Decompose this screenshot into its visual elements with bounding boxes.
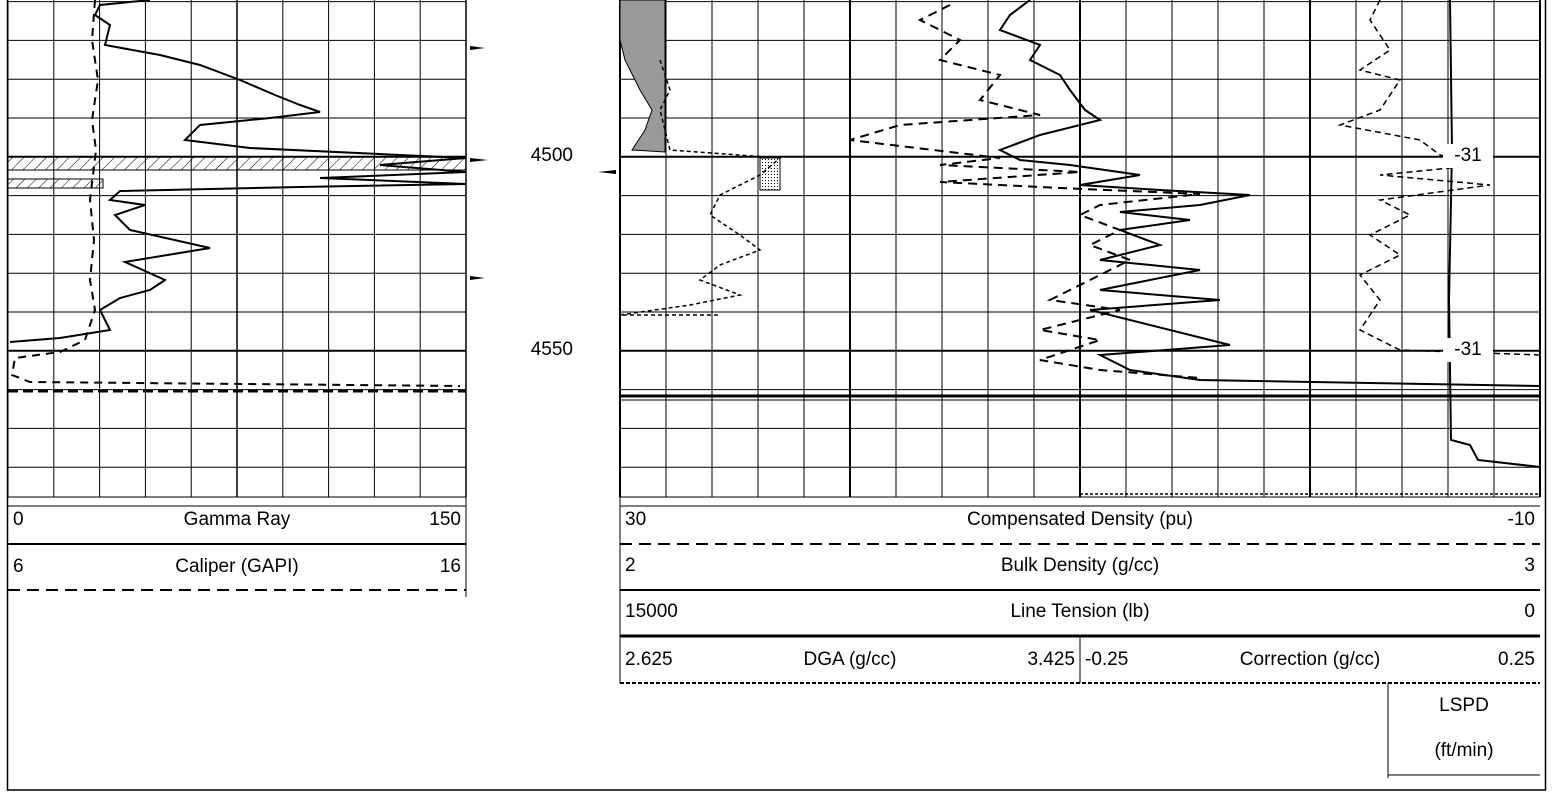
bulk-density-curve bbox=[997, 0, 1541, 387]
curve-name: Line Tension (lb) bbox=[1010, 601, 1149, 622]
speed-name: LSPD bbox=[1439, 695, 1489, 716]
curve-name: DGA (g/cc) bbox=[804, 649, 897, 670]
curve-name: Caliper (GAPI) bbox=[175, 556, 299, 577]
curve-name: Gamma Ray bbox=[184, 509, 291, 530]
depth-annotation: -31 bbox=[1454, 339, 1481, 360]
hatch-fill bbox=[7, 156, 467, 171]
scale-max: 150 bbox=[429, 509, 461, 530]
correction-curve bbox=[1337, 0, 1541, 356]
depth-label: 4550 bbox=[531, 339, 573, 360]
scale-max: 0 bbox=[1524, 601, 1535, 622]
scale-max: -10 bbox=[1508, 509, 1535, 530]
dga-curve bbox=[619, 59, 782, 316]
curve-name: Compensated Density (pu) bbox=[967, 509, 1193, 530]
speed-unit: (ft/min) bbox=[1434, 740, 1493, 761]
scale-min: 0 bbox=[13, 509, 24, 530]
label-bg bbox=[1443, 144, 1493, 168]
gamma-ray-curve bbox=[9, 0, 467, 343]
scale-min: 30 bbox=[625, 509, 646, 530]
depth-label: 4500 bbox=[531, 145, 573, 166]
curve-name: Correction (g/cc) bbox=[1240, 649, 1380, 670]
scale-max: 16 bbox=[440, 556, 461, 577]
scale-max: 3.425 bbox=[1027, 649, 1075, 670]
shade-fill bbox=[619, 0, 666, 153]
scale-min: 6 bbox=[13, 556, 24, 577]
label-bg bbox=[1443, 338, 1493, 362]
hatch-fill bbox=[7, 178, 104, 189]
header-rules bbox=[8, 497, 1540, 778]
depth-annotation: -31 bbox=[1454, 145, 1481, 166]
scale-min: 15000 bbox=[625, 601, 678, 622]
scale-min: -0.25 bbox=[1085, 649, 1128, 670]
scale-min: 2 bbox=[625, 555, 636, 576]
scale-max: 3 bbox=[1524, 555, 1535, 576]
scale-min: 2.625 bbox=[625, 649, 673, 670]
dot-fill bbox=[759, 157, 781, 191]
scale-max: 0.25 bbox=[1498, 649, 1535, 670]
grid bbox=[7, 0, 1541, 507]
curve-name: Bulk Density (g/cc) bbox=[1001, 555, 1159, 576]
caliper-curve bbox=[10, 0, 461, 387]
compensated-density-curve bbox=[849, 4, 1201, 379]
